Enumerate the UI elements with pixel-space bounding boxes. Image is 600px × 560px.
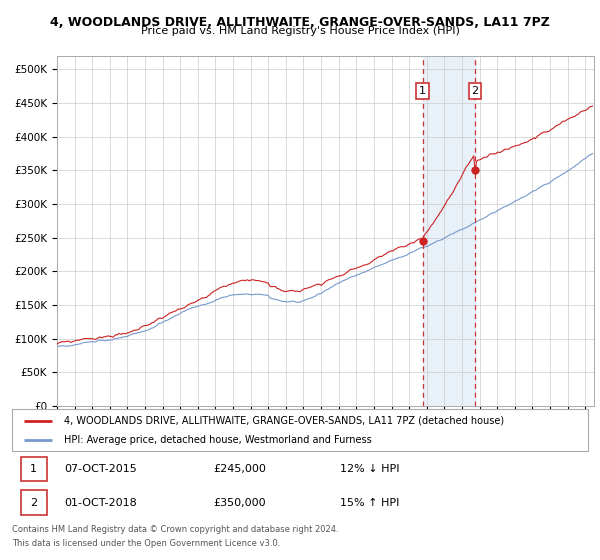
Text: 2: 2 [472,86,479,96]
Text: This data is licensed under the Open Government Licence v3.0.: This data is licensed under the Open Gov… [12,539,280,548]
Text: 4, WOODLANDS DRIVE, ALLITHWAITE, GRANGE-OVER-SANDS, LA11 7PZ (detached house): 4, WOODLANDS DRIVE, ALLITHWAITE, GRANGE-… [64,416,504,426]
FancyBboxPatch shape [20,457,47,481]
Bar [422,56,475,406]
Text: 4, WOODLANDS DRIVE, ALLITHWAITE, GRANGE-OVER-SANDS, LA11 7PZ: 4, WOODLANDS DRIVE, ALLITHWAITE, GRANGE-… [50,16,550,29]
Text: £245,000: £245,000 [214,464,266,474]
Text: Contains HM Land Registry data © Crown copyright and database right 2024.: Contains HM Land Registry data © Crown c… [12,525,338,534]
FancyBboxPatch shape [20,491,47,515]
Text: 01-OCT-2018: 01-OCT-2018 [64,497,137,507]
Text: 2: 2 [30,497,37,507]
Text: 12% ↓ HPI: 12% ↓ HPI [340,464,400,474]
Text: £350,000: £350,000 [214,497,266,507]
Text: HPI: Average price, detached house, Westmorland and Furness: HPI: Average price, detached house, West… [64,435,371,445]
Text: 1: 1 [419,86,426,96]
Text: 1: 1 [30,464,37,474]
Text: 07-OCT-2015: 07-OCT-2015 [64,464,137,474]
Text: Price paid vs. HM Land Registry's House Price Index (HPI): Price paid vs. HM Land Registry's House … [140,26,460,36]
Text: 15% ↑ HPI: 15% ↑ HPI [340,497,400,507]
FancyBboxPatch shape [12,409,588,451]
